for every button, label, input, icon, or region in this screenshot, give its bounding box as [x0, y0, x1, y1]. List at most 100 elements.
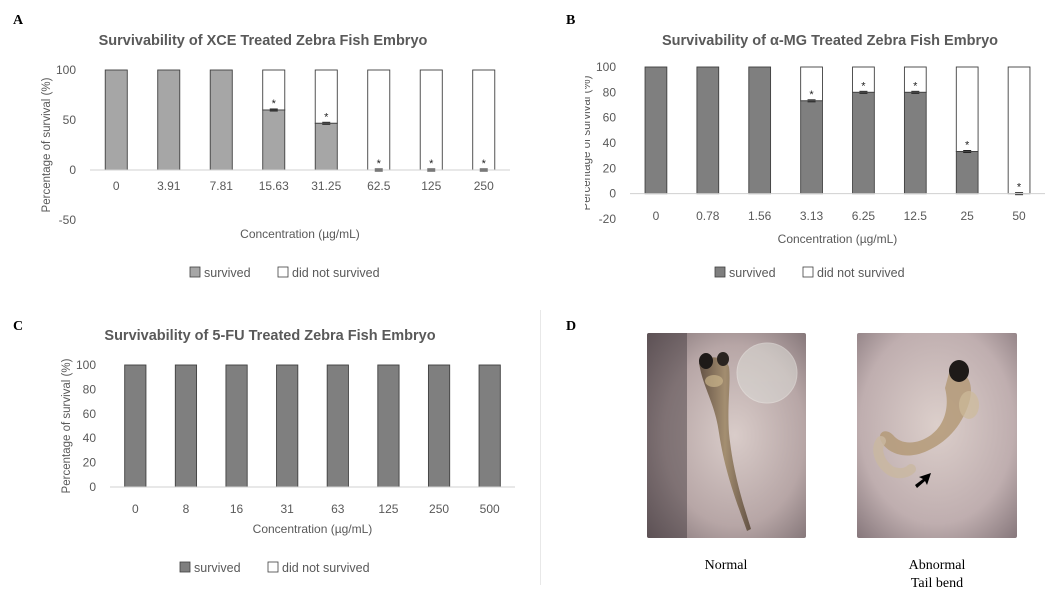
- legend-swatch-survived: [179, 561, 191, 573]
- legend-label-survived: survived: [204, 266, 251, 280]
- x-tick-label: 63: [331, 502, 345, 516]
- significance-marker: *: [429, 158, 434, 170]
- panel-letter-c: C: [13, 319, 24, 334]
- y-tick-label: 60: [83, 407, 97, 421]
- x-tick-label: 7.81: [210, 179, 234, 193]
- y-tick-label: 100: [596, 60, 616, 74]
- y-tick-label: 0: [89, 480, 96, 494]
- y-tick-label: 20: [83, 456, 97, 470]
- x-tick-label: 62.5: [367, 179, 391, 193]
- panel-letter-b: B: [566, 13, 576, 28]
- bar-survived: [852, 91, 875, 195]
- significance-marker: *: [965, 139, 970, 151]
- x-tick-label: 0.78: [696, 209, 720, 223]
- y-axis-label: Percentage of survival (%): [585, 75, 593, 210]
- bar-survived: [427, 364, 451, 488]
- x-tick-label: 6.25: [852, 209, 876, 223]
- legend-label-not-survived: did not survived: [817, 266, 905, 280]
- x-tick-label: 500: [480, 502, 500, 516]
- y-axis-label: Percentage of survival (%): [61, 358, 73, 493]
- legend-swatch-not-survived: [267, 561, 279, 573]
- bar-survived: [903, 91, 927, 195]
- y-tick-label: 80: [83, 382, 97, 396]
- bar-survived: [696, 66, 720, 195]
- legend-swatch-not-survived: [277, 266, 289, 278]
- bar-did-not-survive: [367, 69, 391, 171]
- x-axis-label: Concentration (µg/mL): [778, 232, 898, 246]
- photo-abnormal-embryo: [857, 333, 1017, 538]
- caption-tail-bend: Tail bend: [910, 576, 964, 591]
- x-tick-label: 16: [230, 502, 244, 516]
- x-tick-label: 1.56: [748, 209, 772, 223]
- x-tick-label: 12.5: [904, 209, 928, 223]
- y-axis-label: Percentage of survival (%): [41, 77, 53, 212]
- chart-title: Survivability of XCE Treated Zebra Fish …: [99, 33, 428, 49]
- x-tick-label: 3.91: [157, 179, 181, 193]
- x-tick-label: 15.63: [259, 179, 289, 193]
- bar-did-not-survive: [1007, 66, 1031, 195]
- legend-swatch-survived: [714, 266, 726, 278]
- chart-title: Survivability of α-MG Treated Zebra Fish…: [662, 33, 998, 49]
- y-tick-label: 40: [83, 431, 97, 445]
- bar-survived: [314, 122, 338, 171]
- y-tick-label: 60: [603, 111, 617, 125]
- photo-normal-embryo: [647, 333, 806, 538]
- bar-survived: [276, 364, 299, 488]
- legend-swatch-not-survived: [802, 266, 814, 278]
- y-tick-label: 80: [603, 85, 617, 99]
- legend-label-not-survived: did not survived: [292, 266, 380, 280]
- legend-swatch-survived: [189, 266, 201, 278]
- bar-survived: [955, 151, 979, 195]
- x-tick-label: 250: [429, 502, 449, 516]
- bar-survived: [262, 109, 286, 171]
- chart-xce-survivability: Survivability of XCE Treated Zebra Fish …: [41, 33, 510, 280]
- bar-survived: [478, 364, 501, 488]
- panel-letter-a: A: [13, 13, 24, 28]
- y-tick-label: 100: [56, 63, 76, 77]
- bar-survived: [377, 364, 400, 488]
- bar-survived: [104, 69, 128, 171]
- legend-label-not-survived: did not survived: [282, 561, 370, 575]
- x-tick-label: 250: [474, 179, 494, 193]
- bar-survived: [174, 364, 198, 488]
- chart-5fu-survivability: Survivability of 5-FU Treated Zebra Fish…: [61, 328, 515, 575]
- significance-marker: *: [272, 98, 277, 110]
- significance-marker: *: [861, 80, 866, 92]
- x-tick-label: 8: [183, 502, 190, 516]
- x-tick-label: 25: [961, 209, 975, 223]
- y-tick-label: 20: [603, 161, 617, 175]
- chart-amg-survivability: Survivability of α-MG Treated Zebra Fish…: [585, 33, 1045, 280]
- x-tick-label: 0: [653, 209, 660, 223]
- arrow-icon: [915, 473, 931, 488]
- x-tick-label: 31: [281, 502, 295, 516]
- bar-did-not-survive: [472, 69, 496, 171]
- bar-survived: [225, 364, 248, 488]
- panel-divider: [540, 310, 541, 585]
- bar-survived: [209, 69, 233, 171]
- x-tick-label: 31.25: [311, 179, 341, 193]
- y-tick-label: 0: [609, 187, 616, 201]
- panel-letter-d: D: [566, 319, 577, 334]
- x-axis-label: Concentration (µg/mL): [240, 227, 360, 241]
- bar-survived: [326, 364, 349, 488]
- x-tick-label: 50: [1012, 209, 1026, 223]
- chart-title: Survivability of 5-FU Treated Zebra Fish…: [104, 328, 435, 344]
- x-tick-label: 3.13: [800, 209, 824, 223]
- significance-marker: *: [809, 89, 814, 101]
- y-tick-label: -50: [59, 213, 77, 227]
- caption-abnormal: Abnormal: [908, 558, 966, 573]
- y-tick-label: 40: [603, 136, 617, 150]
- x-tick-label: 0: [113, 179, 120, 193]
- bar-did-not-survive: [419, 69, 443, 171]
- significance-marker: *: [482, 158, 487, 170]
- legend-label-survived: survived: [729, 266, 776, 280]
- significance-marker: *: [324, 111, 329, 123]
- x-axis-label: Concentration (µg/mL): [253, 522, 373, 536]
- y-tick-label: 0: [69, 163, 76, 177]
- x-tick-label: 0: [132, 502, 139, 516]
- bar-survived: [124, 364, 147, 488]
- y-tick-label: -20: [599, 212, 617, 226]
- bar-survived: [644, 66, 668, 195]
- caption-normal: Normal: [704, 558, 748, 573]
- x-tick-label: 125: [378, 502, 398, 516]
